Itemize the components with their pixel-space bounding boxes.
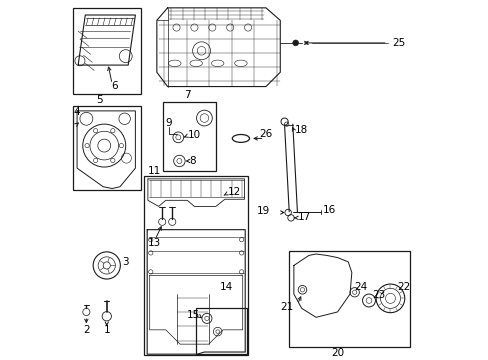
Text: 19: 19 bbox=[257, 206, 270, 216]
Text: 11: 11 bbox=[147, 166, 161, 176]
Text: 4: 4 bbox=[73, 107, 80, 117]
Text: 24: 24 bbox=[354, 282, 367, 292]
Text: 26: 26 bbox=[258, 129, 271, 139]
Circle shape bbox=[292, 40, 298, 46]
Text: 23: 23 bbox=[372, 290, 385, 300]
Text: 6: 6 bbox=[111, 81, 118, 91]
Text: 7: 7 bbox=[183, 90, 190, 100]
Text: 15: 15 bbox=[186, 310, 200, 320]
Bar bbox=[143, 176, 247, 355]
Text: 17: 17 bbox=[298, 212, 311, 222]
Text: 2: 2 bbox=[83, 325, 89, 335]
Bar bbox=[73, 8, 141, 94]
Text: 22: 22 bbox=[397, 282, 410, 292]
Text: 10: 10 bbox=[187, 130, 201, 140]
Bar bbox=[196, 308, 247, 354]
Text: 5: 5 bbox=[96, 95, 102, 105]
Text: 13: 13 bbox=[147, 238, 161, 248]
Text: 12: 12 bbox=[227, 187, 240, 197]
Bar bbox=[288, 251, 409, 347]
Text: 21: 21 bbox=[280, 302, 293, 312]
Text: 9: 9 bbox=[165, 118, 172, 128]
Text: 16: 16 bbox=[322, 205, 335, 215]
Text: 3: 3 bbox=[122, 257, 128, 267]
Bar bbox=[73, 106, 141, 190]
Text: 25: 25 bbox=[391, 38, 405, 48]
Text: 20: 20 bbox=[330, 348, 344, 358]
Text: 1: 1 bbox=[103, 325, 110, 335]
Text: 14: 14 bbox=[220, 282, 233, 292]
Text: 8: 8 bbox=[189, 156, 195, 166]
Bar bbox=[163, 102, 215, 171]
Text: 18: 18 bbox=[295, 125, 308, 135]
